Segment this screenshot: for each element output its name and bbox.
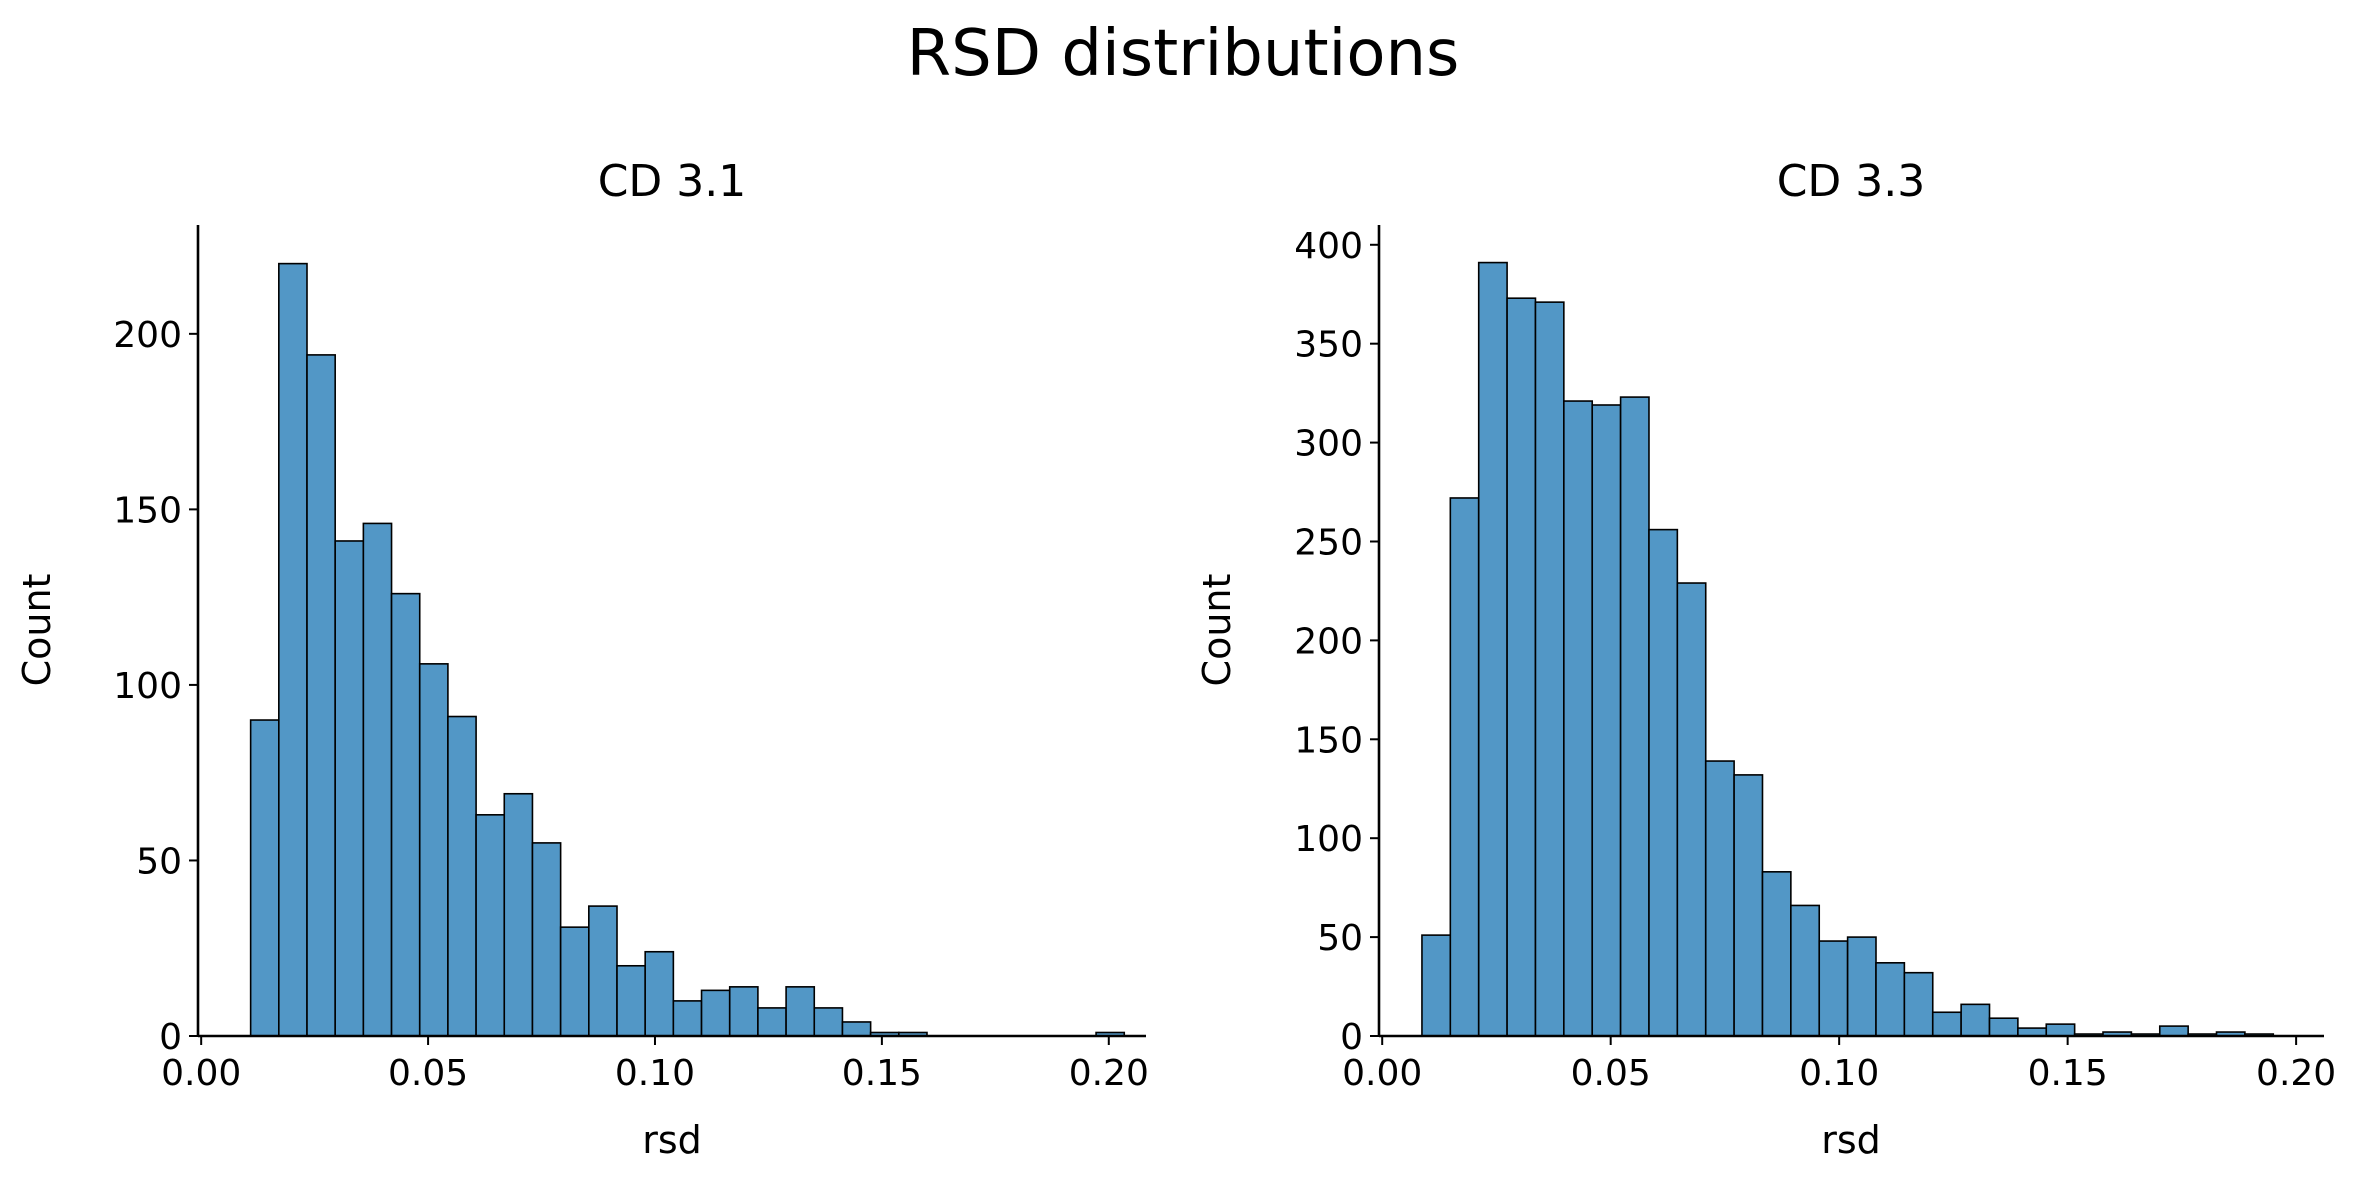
y-tick-label: 0 <box>159 1017 182 1058</box>
histogram-bar <box>1534 301 1565 1037</box>
y-tick-label: 150 <box>113 490 182 531</box>
y-tick-label: 150 <box>1294 720 1363 761</box>
histogram-bar <box>1875 962 1906 1037</box>
histogram-bar <box>1591 404 1622 1037</box>
figure-title: RSD distributions <box>907 17 1460 91</box>
y-tick-group: 0 50 100 150 200 <box>113 315 198 1058</box>
histogram-bar <box>841 1021 872 1037</box>
histogram-bar <box>1988 1017 2019 1037</box>
y-tick-label: 100 <box>1294 819 1363 860</box>
histogram-bar <box>588 905 618 1037</box>
histogram-bar <box>672 1000 703 1037</box>
histogram-bar <box>306 354 336 1037</box>
y-tick-label: 100 <box>113 666 182 707</box>
y-tick-label: 50 <box>136 841 182 882</box>
y-tick-label: 50 <box>1317 918 1363 959</box>
histogram-bar <box>1676 582 1707 1037</box>
histogram-bar <box>418 663 449 1037</box>
y-axis-label: Count <box>1195 574 1239 687</box>
histogram-bar <box>1761 871 1792 1037</box>
x-tick-label: 0.05 <box>1571 1053 1651 1094</box>
histogram-bar <box>2045 1023 2076 1037</box>
histogram-bar <box>813 1007 844 1037</box>
histogram-bar <box>531 842 562 1037</box>
y-axis-label: Count <box>15 574 59 687</box>
histogram-bar <box>362 522 393 1037</box>
histogram-bar <box>1903 971 1934 1037</box>
histogram-bar <box>700 989 731 1037</box>
x-tick-label: 0.15 <box>2028 1053 2108 1094</box>
x-tick-label: 0.00 <box>1342 1053 1422 1094</box>
x-tick-label: 0.15 <box>842 1053 922 1094</box>
x-tick-label: 0.20 <box>1069 1053 1149 1094</box>
x-tick-label: 0.10 <box>615 1053 695 1094</box>
histogram-bar <box>503 792 534 1037</box>
histogram-bar <box>1818 940 1849 1037</box>
histogram-bar <box>728 986 759 1037</box>
histogram-bar <box>334 540 365 1037</box>
histogram-bar <box>644 950 675 1037</box>
histogram-bar <box>757 1007 787 1037</box>
histogram-panel-cd-3-3: CD 3.3 0 50 100 150 200 250 300 350 400 0.00 0.05… <box>1195 156 2336 1162</box>
y-tick-label: 400 <box>1294 226 1363 267</box>
histogram-bar <box>616 964 646 1037</box>
histogram-bar <box>278 262 308 1037</box>
histogram-bar <box>1619 396 1650 1037</box>
histogram-bar <box>1846 936 1877 1037</box>
histogram-bar <box>1733 774 1764 1037</box>
histogram-bar <box>785 986 816 1037</box>
x-tick-label: 0.10 <box>1799 1053 1879 1094</box>
x-tick-group: 0.00 0.05 0.10 0.15 0.20 <box>1342 1036 2336 1094</box>
x-tick-label: 0.20 <box>2256 1053 2336 1094</box>
x-tick-group: 0.00 0.05 0.10 0.15 0.20 <box>161 1036 1149 1094</box>
x-axis-label: rsd <box>642 1118 702 1162</box>
histogram-bar <box>1506 297 1537 1037</box>
histogram-bar <box>559 926 590 1037</box>
histogram-bar <box>1704 760 1735 1037</box>
histogram-bar <box>447 715 477 1037</box>
histogram-bar <box>1790 904 1821 1037</box>
x-axis-label: rsd <box>1821 1118 1881 1162</box>
histogram-bar <box>1960 1003 1991 1037</box>
histogram-bar <box>390 592 421 1037</box>
y-tick-label: 0 <box>1340 1017 1363 1058</box>
y-tick-label: 350 <box>1294 325 1363 366</box>
histogram-bar <box>2158 1025 2189 1037</box>
bar-group <box>249 262 1126 1037</box>
histogram-bar <box>1449 497 1480 1037</box>
histogram-bar <box>249 719 280 1037</box>
histogram-bar <box>1563 400 1594 1037</box>
x-tick-label: 0.05 <box>388 1053 468 1094</box>
y-tick-label: 250 <box>1294 522 1363 563</box>
panel-title: CD 3.3 <box>1777 156 1926 207</box>
histogram-bar <box>1421 934 1452 1037</box>
histogram-bar <box>1648 528 1679 1037</box>
histogram-panel-cd-3-1: CD 3.1 0 50 100 150 200 0.00 0.05 0.10 0.15 0.20… <box>15 156 1149 1162</box>
x-tick-label: 0.00 <box>161 1053 241 1094</box>
y-tick-label: 200 <box>1294 621 1363 662</box>
y-tick-group: 0 50 100 150 200 250 300 350 400 <box>1294 226 1379 1058</box>
histogram-bar <box>475 814 506 1037</box>
histogram-bar <box>1477 261 1508 1037</box>
y-tick-label: 200 <box>113 315 182 356</box>
panel-title: CD 3.1 <box>598 156 747 207</box>
y-tick-label: 300 <box>1294 424 1363 465</box>
histogram-bar <box>1931 1011 1962 1037</box>
